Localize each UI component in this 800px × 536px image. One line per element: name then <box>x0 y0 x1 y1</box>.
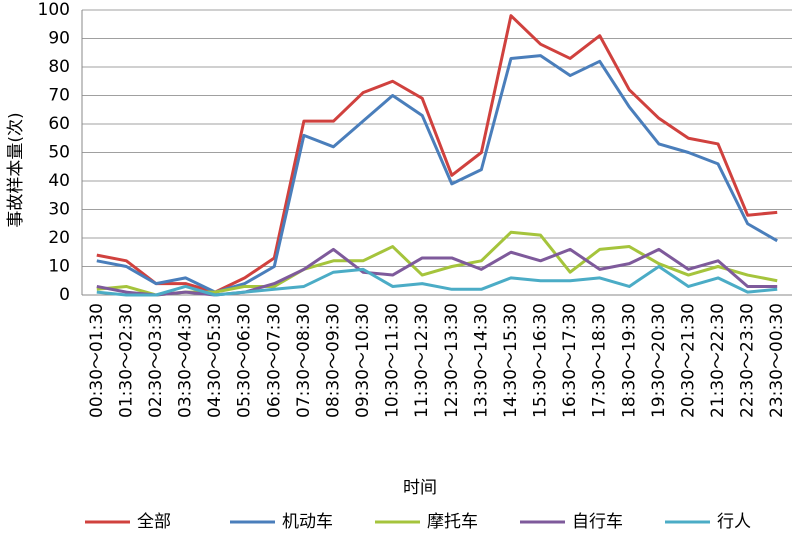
y-tick-label: 70 <box>48 86 70 106</box>
x-tick-label: 13:30～14:30 <box>471 303 491 418</box>
x-tick-label: 01:30～02:30 <box>116 303 136 418</box>
y-tick-label: 80 <box>48 57 70 77</box>
x-tick-label: 05:30～06:30 <box>235 303 255 418</box>
x-tick-label: 17:30～18:30 <box>590 303 610 418</box>
x-tick-label: 19:30～20:30 <box>649 303 669 418</box>
x-tick-label: 04:30～05:30 <box>205 303 225 418</box>
x-tick-label: 10:30～11:30 <box>383 303 403 418</box>
x-tick-label: 16:30～17:30 <box>560 303 580 418</box>
x-tick-label: 03:30～04:30 <box>176 303 196 418</box>
x-axis-label: 时间 <box>403 478 437 498</box>
y-tick-label: 20 <box>48 228 70 248</box>
x-tick-label: 14:30～15:30 <box>501 303 521 418</box>
legend-label: 行人 <box>717 512 751 532</box>
x-tick-label: 20:30～21:30 <box>678 303 698 418</box>
y-tick-label: 30 <box>48 200 70 220</box>
x-tick-label: 08:30～09:30 <box>323 303 343 418</box>
x-tick-label: 23:30～00:30 <box>767 303 787 418</box>
y-tick-label: 100 <box>38 0 70 20</box>
x-tick-label: 06:30～07:30 <box>264 303 284 418</box>
x-tick-label: 00:30～01:30 <box>87 303 107 418</box>
y-tick-label: 10 <box>48 257 70 277</box>
line-series <box>96 14 778 294</box>
legend-label: 机动车 <box>282 512 333 532</box>
legend-label: 摩托车 <box>427 512 478 532</box>
legend-label: 全部 <box>137 512 171 532</box>
legend-label: 自行车 <box>572 512 623 532</box>
x-tick-label: 15:30～16:30 <box>531 303 551 418</box>
x-tick-label: 18:30～19:30 <box>619 303 639 418</box>
line-series <box>96 265 778 297</box>
x-tick-label: 02:30～03:30 <box>146 303 166 418</box>
y-axis-label: 事故样本量(次) <box>6 112 26 227</box>
y-tick-label: 40 <box>48 171 70 191</box>
y-tick-label: 0 <box>59 285 70 305</box>
x-tick-label: 21:30～22:30 <box>708 303 728 418</box>
y-tick-label: 50 <box>48 143 70 163</box>
y-tick-label: 60 <box>48 114 70 134</box>
x-tick-label: 12:30～13:30 <box>442 303 462 418</box>
x-tick-label: 07:30～08:30 <box>294 303 314 418</box>
x-tick-label: 22:30～23:30 <box>738 303 758 418</box>
line-series <box>96 54 778 294</box>
x-tick-label: 11:30～12:30 <box>412 303 432 418</box>
x-tick-label: 09:30～10:30 <box>353 303 373 418</box>
y-tick-label: 90 <box>48 29 70 49</box>
